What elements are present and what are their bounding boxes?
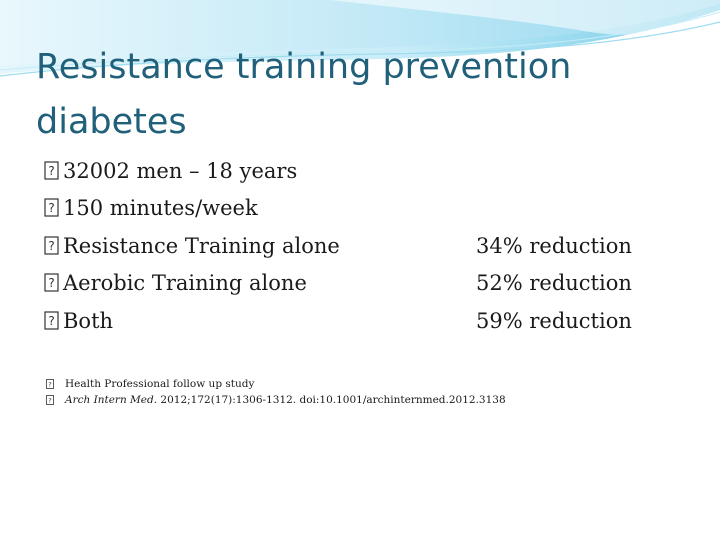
reference-list: ? Health Professional follow up study ? …	[46, 376, 506, 408]
bullet-text: 150 minutes/week	[63, 196, 258, 221]
bullet-item: ? Resistance Training alone	[44, 227, 340, 265]
svg-text:?: ?	[48, 164, 54, 178]
missing-glyph-box-icon: ?	[46, 395, 55, 405]
reference-item: ? Health Professional follow up study	[46, 376, 506, 392]
reference-study: Health Professional follow up study	[65, 378, 255, 390]
bullet-text: Both	[63, 308, 114, 333]
missing-glyph-box-icon: ?	[44, 311, 60, 331]
result-item: 52% reduction	[476, 271, 632, 296]
reference-item: ? Arch Intern Med. 2012;172(17):1306-131…	[46, 392, 506, 408]
result-item: 59% reduction	[476, 308, 632, 333]
bullet-text: 32002 men – 18 years	[63, 158, 298, 183]
svg-text:?: ?	[48, 397, 51, 405]
missing-glyph-box-icon: ?	[46, 379, 55, 389]
slide-title: Resistance training prevention diabetes	[36, 40, 676, 150]
svg-text:?: ?	[48, 314, 54, 328]
bullet-item: ? 32002 men – 18 years	[44, 152, 340, 190]
bullet-text: Aerobic Training alone	[63, 271, 307, 296]
bullet-list: ? 32002 men – 18 years ? 150 minutes/wee…	[44, 152, 340, 340]
result-item: 34% reduction	[476, 233, 632, 258]
reference-citation: 2012;172(17):1306-1312. doi:10.1001/arch…	[157, 394, 506, 406]
bullet-item: ? 150 minutes/week	[44, 190, 340, 228]
missing-glyph-box-icon: ?	[44, 273, 60, 293]
missing-glyph-box-icon: ?	[44, 236, 60, 256]
title-line-1: Resistance training prevention	[36, 47, 572, 87]
title-line-2: diabetes	[36, 102, 187, 142]
svg-text:?: ?	[48, 276, 54, 290]
svg-text:?: ?	[48, 201, 54, 215]
missing-glyph-box-icon: ?	[44, 161, 60, 181]
results-list: 34% reduction 52% reduction 59% reductio…	[476, 227, 632, 340]
svg-text:?: ?	[48, 381, 51, 389]
bullet-item: ? Both	[44, 302, 340, 340]
svg-text:?: ?	[48, 239, 54, 253]
decorative-wave-header	[0, 0, 720, 77]
missing-glyph-box-icon: ?	[44, 198, 60, 218]
bullet-text: Resistance Training alone	[63, 233, 340, 258]
bullet-item: ? Aerobic Training alone	[44, 265, 340, 303]
reference-journal: Arch Intern Med.	[65, 394, 158, 406]
